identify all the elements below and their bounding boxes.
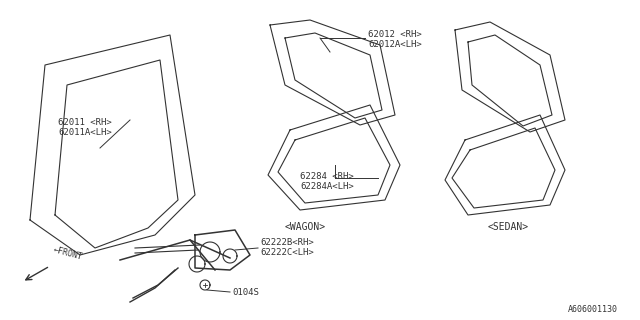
Text: 0104S: 0104S <box>232 288 259 297</box>
Text: 62284 <RH>
62284A<LH>: 62284 <RH> 62284A<LH> <box>300 172 354 191</box>
Text: 62011 <RH>
62011A<LH>: 62011 <RH> 62011A<LH> <box>58 118 112 137</box>
Text: ←FRONT: ←FRONT <box>52 245 83 262</box>
Text: 62222B<RH>
62222C<LH>: 62222B<RH> 62222C<LH> <box>260 238 314 257</box>
Text: A606001130: A606001130 <box>568 305 618 314</box>
Text: <WAGON>: <WAGON> <box>284 222 326 232</box>
Text: <SEDAN>: <SEDAN> <box>488 222 529 232</box>
Text: 62012 <RH>
62012A<LH>: 62012 <RH> 62012A<LH> <box>368 30 422 49</box>
